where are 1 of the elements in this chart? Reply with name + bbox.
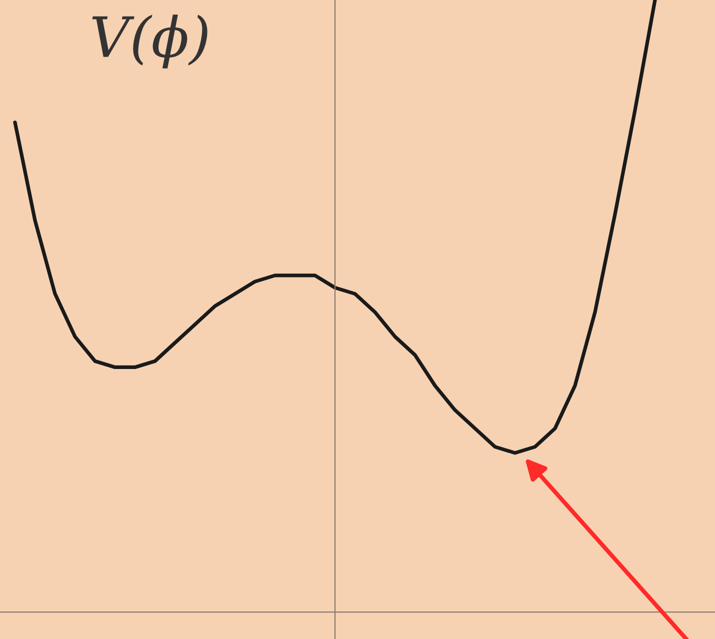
y-axis-title: V(ϕ) <box>92 14 208 68</box>
